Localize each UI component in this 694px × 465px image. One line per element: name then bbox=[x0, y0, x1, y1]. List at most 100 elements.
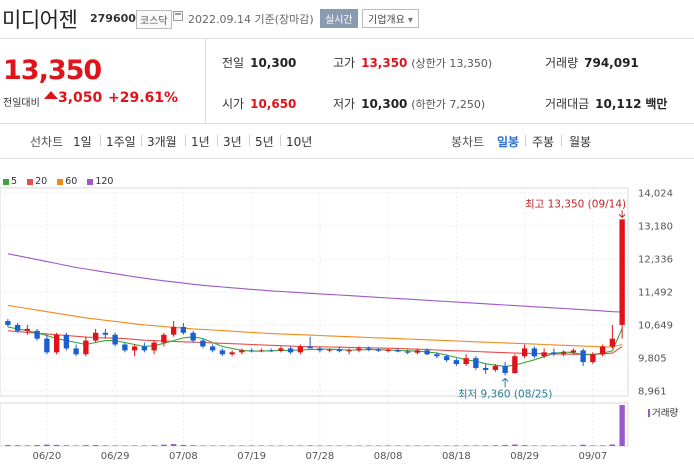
candle-body bbox=[73, 348, 79, 355]
tab-3year[interactable]: 3년 bbox=[223, 135, 242, 149]
candle bbox=[570, 348, 577, 355]
tab-1day[interactable]: 1일 bbox=[73, 135, 92, 149]
candle-body bbox=[297, 346, 304, 353]
ma60-line bbox=[7, 304, 623, 348]
volume-bar bbox=[268, 445, 274, 446]
trade-amount-label: 거래대금 bbox=[545, 97, 590, 111]
candle-body bbox=[356, 348, 362, 351]
y-tick-label: 11,492 bbox=[638, 288, 673, 299]
high-price: 고가 13,350 (상한가 13,350) bbox=[333, 54, 492, 71]
volume-bar bbox=[502, 444, 508, 446]
volume-bars bbox=[0, 402, 650, 447]
candle-body bbox=[53, 334, 60, 353]
candle-body bbox=[209, 346, 216, 351]
candle-body bbox=[92, 332, 99, 341]
low-annotation: 최저 9,360 (08/25) bbox=[458, 388, 553, 400]
price-change: 3,050 bbox=[58, 90, 103, 106]
volume-bar bbox=[375, 445, 382, 446]
candle bbox=[590, 352, 596, 365]
y-tick-label: 14,024 bbox=[638, 189, 673, 200]
line-chart-label: 선차트 bbox=[30, 135, 64, 149]
candle-body bbox=[200, 340, 206, 347]
legend-item[interactable]: 120 bbox=[87, 176, 113, 187]
volume-bar bbox=[24, 445, 31, 446]
volume-bar bbox=[83, 445, 89, 446]
tab-weekly[interactable]: 주봉 bbox=[532, 135, 555, 149]
candle bbox=[131, 344, 138, 357]
candle-body bbox=[180, 326, 187, 333]
tab-1year[interactable]: 1년 bbox=[191, 135, 210, 149]
company-info-dropdown[interactable]: 기업개요 ▾ bbox=[362, 9, 419, 28]
candle-body bbox=[404, 351, 411, 353]
legend-item[interactable]: 5 bbox=[3, 176, 17, 187]
volume-bar bbox=[102, 445, 109, 446]
candle-body bbox=[473, 358, 479, 368]
stock-header: 미디어젠 279600 코스닥 2022.09.14 기준(장마감) 실시간 기… bbox=[0, 0, 694, 38]
candle bbox=[414, 348, 421, 355]
volume-bar bbox=[326, 445, 333, 446]
candle bbox=[258, 348, 265, 353]
y-axis-labels: 14,024 13,180 12,336 11,492 10,649 9,805 8,961 bbox=[638, 189, 673, 398]
volume-bar bbox=[317, 445, 323, 446]
candle-body bbox=[580, 350, 586, 363]
volume-bar bbox=[248, 445, 255, 446]
candle bbox=[44, 334, 50, 355]
candle-body bbox=[278, 348, 284, 351]
candle-body bbox=[258, 350, 265, 352]
candle-body bbox=[5, 321, 11, 325]
up-arrow-icon bbox=[44, 91, 58, 99]
candle bbox=[219, 348, 226, 357]
realtime-button[interactable]: 실시간 bbox=[320, 9, 358, 28]
candle-body bbox=[34, 330, 40, 339]
candle-body bbox=[512, 356, 518, 374]
tab-1week[interactable]: 1주일 bbox=[106, 135, 136, 149]
candle-body bbox=[560, 352, 567, 355]
candle-body bbox=[151, 342, 157, 351]
volume-bar bbox=[190, 445, 196, 446]
candle bbox=[297, 344, 304, 355]
legend-item[interactable]: 20 bbox=[27, 176, 47, 187]
candle-body bbox=[336, 349, 343, 352]
candle bbox=[521, 344, 528, 359]
volume-bar bbox=[161, 444, 167, 446]
volume-bar bbox=[44, 444, 50, 446]
volume-bar bbox=[473, 445, 479, 446]
tab-separator bbox=[525, 135, 526, 146]
candle-body bbox=[83, 340, 89, 355]
candle bbox=[541, 348, 547, 359]
volume-legend-swatch bbox=[648, 409, 650, 417]
tab-5year[interactable]: 5년 bbox=[255, 135, 274, 149]
volume-bar bbox=[73, 445, 79, 446]
candle bbox=[424, 348, 430, 356]
tab-10year[interactable]: 10년 bbox=[286, 135, 313, 149]
volume-bar bbox=[385, 445, 391, 446]
volume-bar bbox=[356, 445, 362, 446]
prev-close: 전일 10,300 bbox=[222, 54, 296, 71]
stock-name: 미디어젠 bbox=[2, 8, 78, 32]
candle bbox=[239, 348, 245, 355]
candle-body bbox=[161, 334, 167, 343]
period-tabs: 선차트 1일 1주일 3개월 1년 3년 5년 10년 봉차트 일봉 주봉 월봉 bbox=[0, 122, 694, 159]
volume-bar bbox=[200, 445, 206, 446]
change-label: 전일대비 bbox=[3, 98, 40, 109]
candle bbox=[346, 348, 352, 355]
candle bbox=[161, 332, 167, 347]
tab-daily[interactable]: 일봉 bbox=[497, 135, 520, 149]
volume-bar bbox=[53, 444, 60, 446]
candle-body bbox=[599, 346, 606, 355]
volume-bar bbox=[541, 445, 547, 446]
y-tick-label: 13,180 bbox=[638, 222, 673, 233]
legend-item[interactable]: 60 bbox=[57, 176, 77, 187]
candle-body bbox=[414, 350, 421, 353]
open-label: 시가 bbox=[222, 97, 245, 111]
quote-divider bbox=[205, 39, 206, 123]
candle-body bbox=[122, 344, 128, 351]
candle-body bbox=[219, 350, 226, 355]
price-chart[interactable]: 14,024 13,180 12,336 11,492 10,649 9,805 8,961… bbox=[0, 165, 694, 465]
candle-body bbox=[14, 324, 21, 331]
candle bbox=[83, 336, 89, 357]
tab-3month[interactable]: 3개월 bbox=[147, 135, 177, 149]
candlesticks bbox=[5, 219, 625, 376]
tab-monthly[interactable]: 월봉 bbox=[569, 135, 592, 149]
legend-swatch-ma60 bbox=[57, 178, 64, 185]
